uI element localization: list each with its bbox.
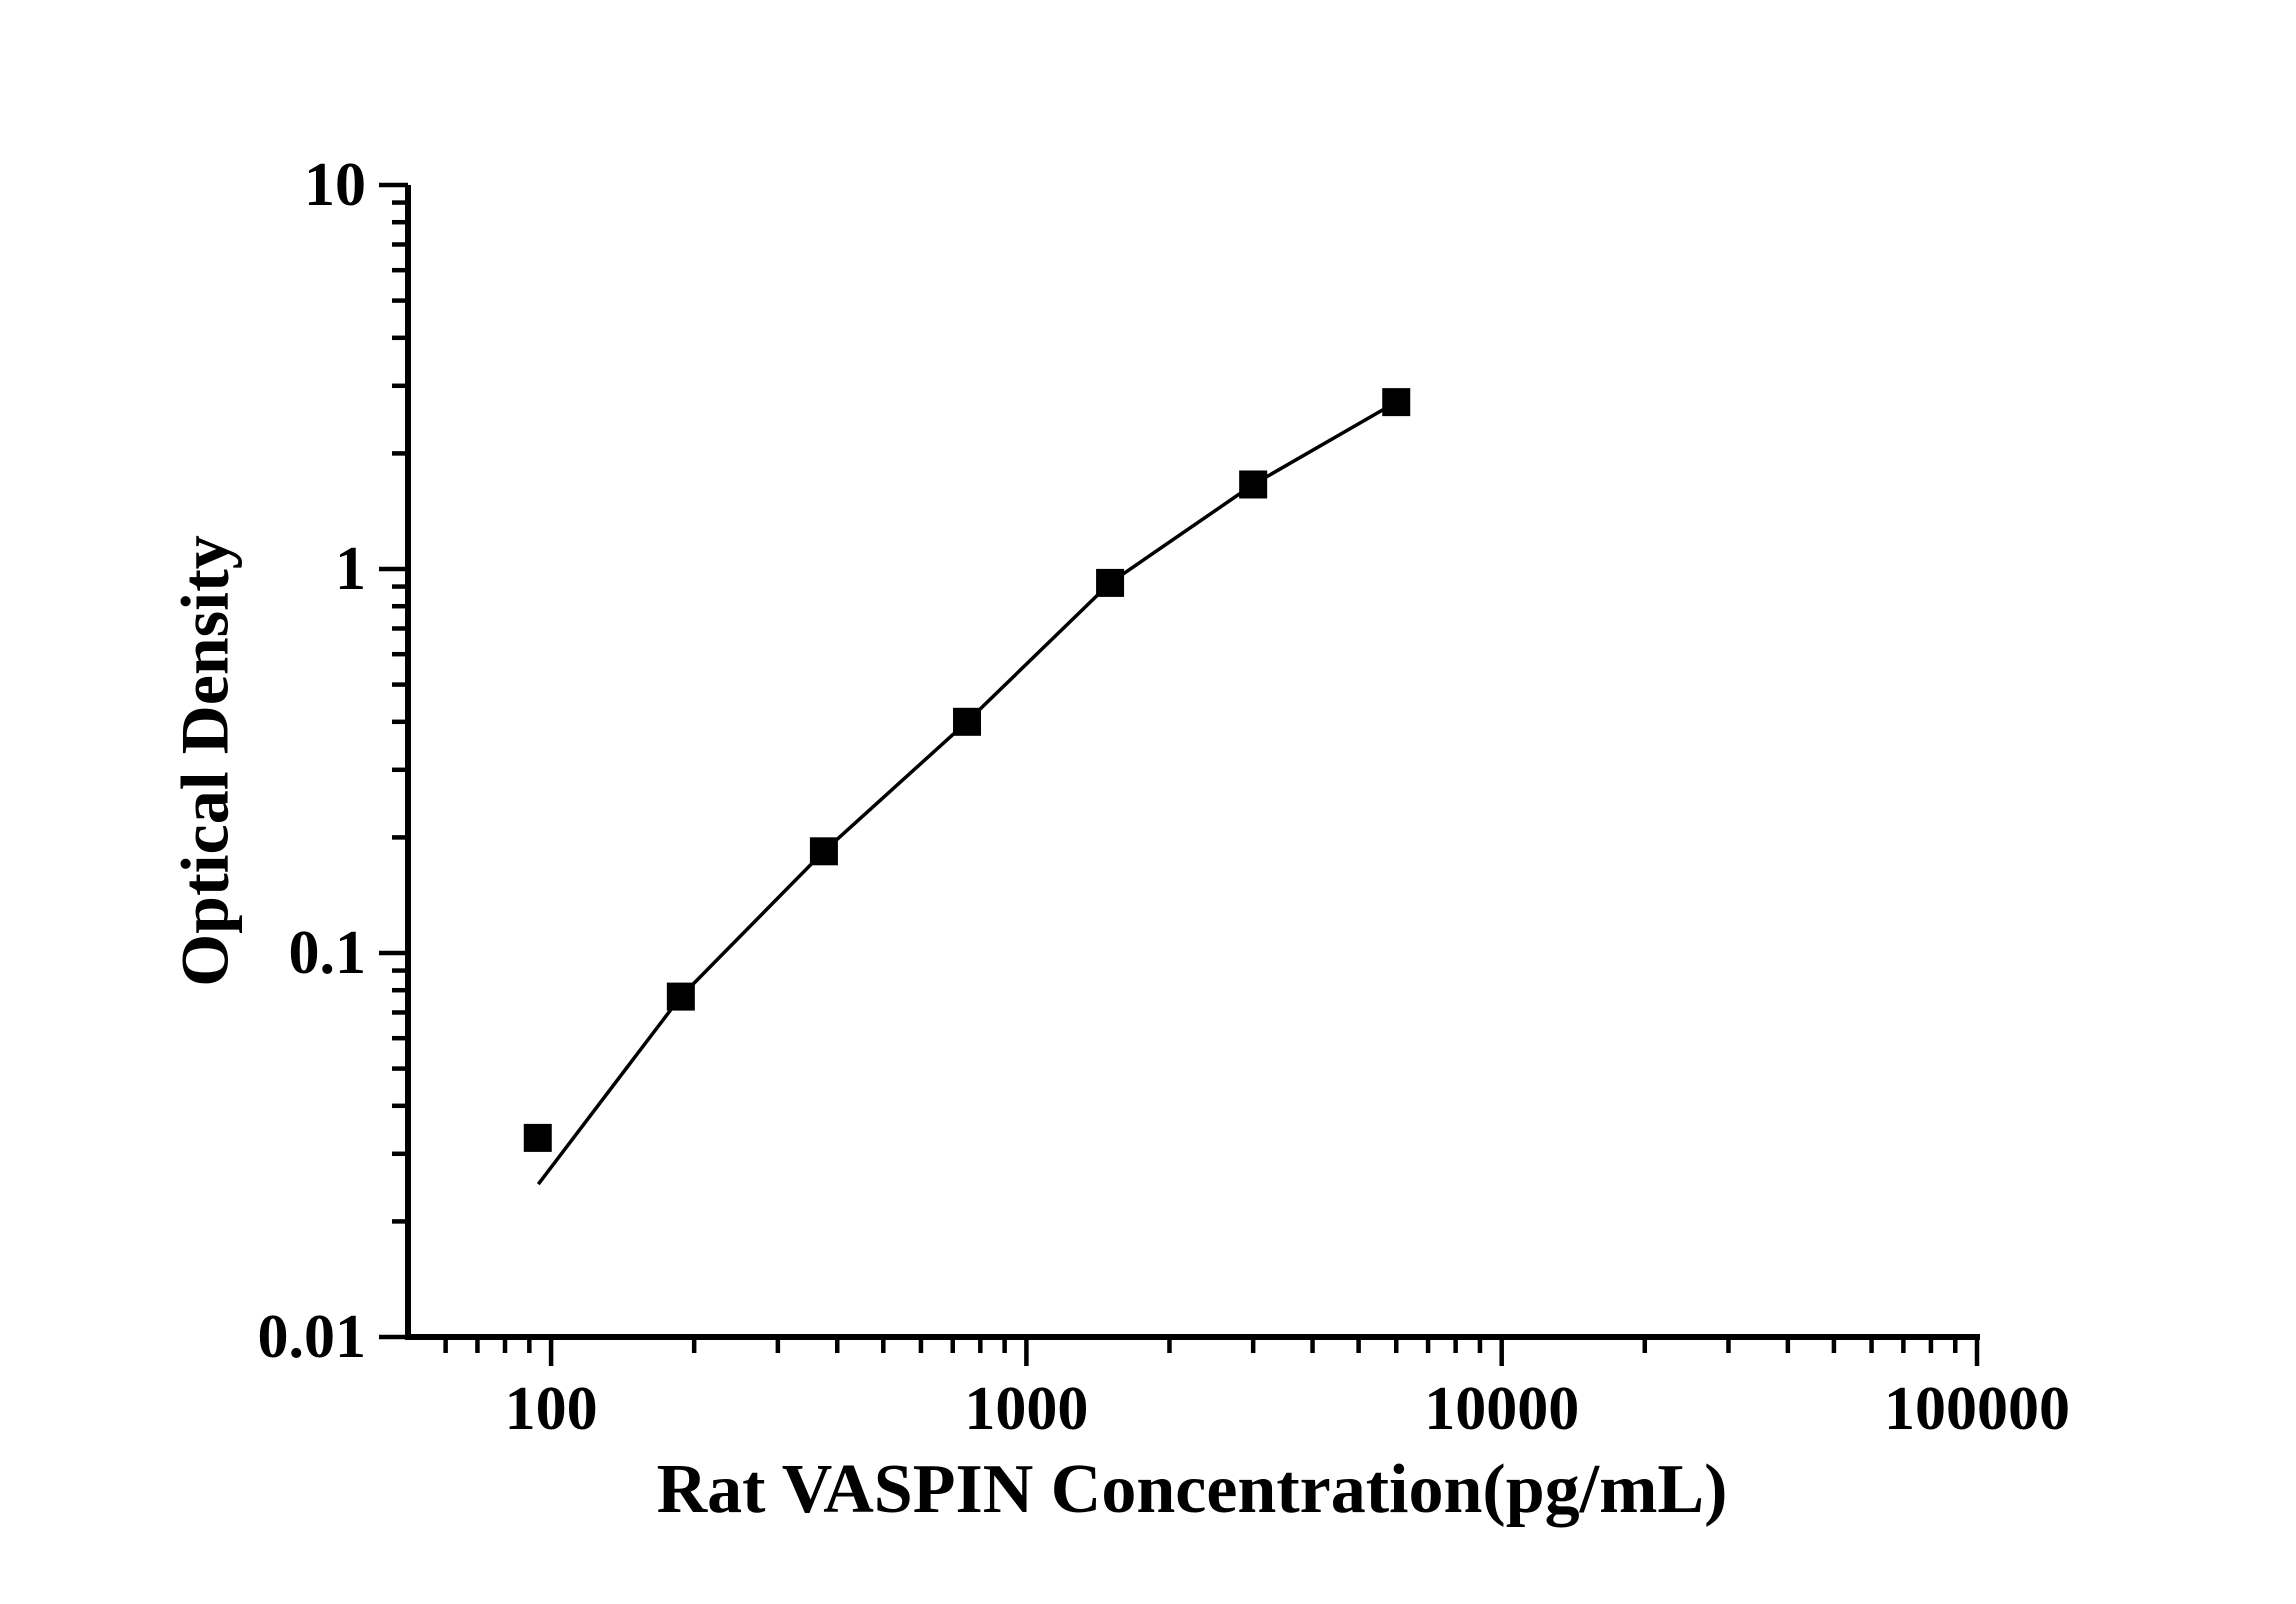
y-tick-label: 0.1 <box>289 919 367 987</box>
y-tick-label: 0.01 <box>258 1303 367 1371</box>
data-point-marker <box>953 707 982 736</box>
x-tick-label: 100 <box>505 1375 598 1443</box>
data-point-marker <box>1096 568 1125 597</box>
y-tick-label: 1 <box>335 535 366 603</box>
data-point-marker <box>523 1123 552 1152</box>
y-tick-label: 10 <box>304 151 366 219</box>
data-point-marker <box>666 982 695 1011</box>
x-tick-label: 10000 <box>1424 1375 1579 1443</box>
data-point-marker <box>1382 388 1411 417</box>
y-axis-title: Optical Density <box>166 535 243 987</box>
data-point-marker <box>809 837 838 866</box>
x-tick-label: 100000 <box>1884 1375 2070 1443</box>
data-point-marker <box>1239 470 1268 499</box>
fit-curve-line <box>536 400 1398 1186</box>
x-tick-label: 1000 <box>964 1375 1088 1443</box>
x-axis-title: Rat VASPIN Concentration(pg/mL) <box>656 1451 1728 1528</box>
